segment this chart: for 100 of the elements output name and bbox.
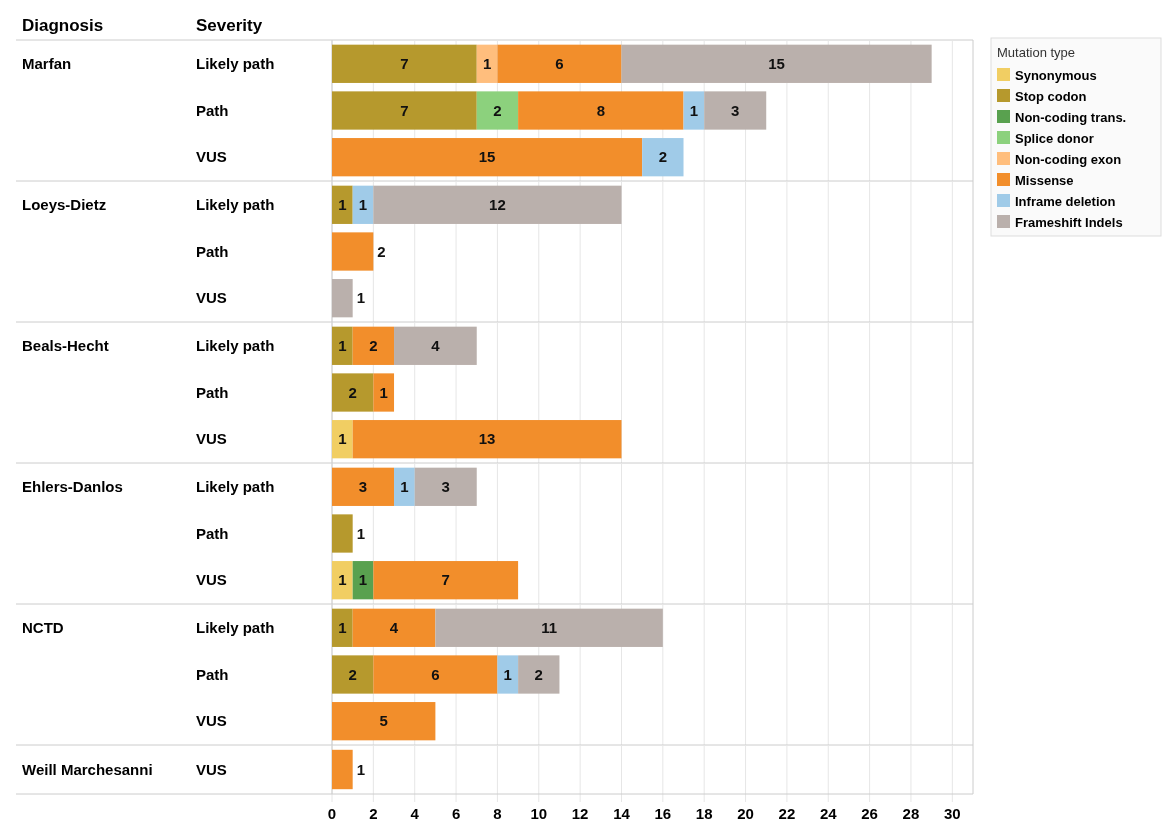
y-tick-label: Likely path: [196, 54, 275, 72]
x-tick-label: 12: [571, 805, 589, 822]
y-tick-label: Path: [196, 101, 229, 119]
bar: [332, 138, 643, 177]
bar: [332, 467, 395, 506]
bar: [332, 655, 374, 694]
bar: [497, 655, 519, 694]
data-label: 15: [768, 54, 785, 72]
data-label: 1: [358, 195, 368, 213]
y-tick-label: VUS: [196, 571, 227, 589]
x-tick-label: 16: [654, 805, 672, 822]
bar: [373, 655, 498, 694]
legend-label: Synonymous: [1015, 68, 1097, 83]
y-tick-label: VUS: [196, 148, 227, 166]
y-tick-label: VUS: [196, 430, 227, 448]
legend-label: Frameshift Indels: [1015, 215, 1123, 230]
y-tick-label: Likely path: [196, 336, 275, 354]
bar: [373, 561, 519, 600]
legend-title: Mutation type: [997, 45, 1076, 60]
data-label: 13: [478, 430, 496, 448]
bar: [683, 91, 705, 130]
bar: [352, 561, 374, 600]
y-axis-title: Ehlers-Danlos: [22, 477, 123, 495]
data-label: 3: [358, 477, 368, 495]
y-tick-label: Likely path: [196, 477, 275, 495]
legend-label: Stop codon: [1015, 89, 1087, 104]
y-tick-label: VUS: [196, 712, 227, 730]
y-tick-label: Path: [196, 524, 229, 542]
bar: [352, 420, 622, 459]
data-label: 2: [369, 336, 378, 354]
text: Severity: [196, 16, 263, 35]
x-tick-label: 14: [613, 805, 631, 822]
bar: [332, 420, 353, 459]
data-label: 2: [658, 148, 668, 166]
data-label: 6: [431, 665, 440, 683]
data-label: 1: [400, 477, 409, 495]
data-label: 2: [348, 665, 357, 683]
y-tick-label: Path: [196, 383, 229, 401]
y-tick-label: Path: [196, 665, 229, 683]
bar: [435, 608, 663, 647]
data-label: 8: [596, 101, 605, 119]
bar: [332, 44, 477, 83]
data-label: 3: [441, 477, 450, 495]
legend-label: Non-coding exon: [1015, 152, 1122, 167]
x-tick-label: 0: [327, 805, 337, 822]
data-label: 1: [338, 618, 347, 636]
data-label: 6: [555, 54, 564, 72]
x-tick-label: 2: [369, 805, 378, 822]
x-tick-label: 4: [410, 805, 420, 822]
x-tick-label: 8: [493, 805, 502, 822]
bar: [332, 514, 353, 553]
y-tick-label: VUS: [196, 289, 227, 307]
data-label: 1: [689, 101, 699, 119]
y-tick-label: VUS: [196, 760, 227, 778]
data-label: 12: [489, 195, 506, 213]
bar: [332, 561, 353, 600]
data-label: 2: [377, 242, 386, 260]
data-label: 1: [356, 289, 366, 307]
y-tick-label: Likely path: [196, 195, 275, 213]
data-label: 7: [441, 571, 450, 589]
data-label: 1: [482, 54, 492, 72]
data-label: 1: [356, 760, 366, 778]
data-label: 7: [400, 101, 409, 119]
x-tick-label: 6: [451, 805, 461, 822]
bar: [332, 326, 353, 365]
data-label: 7: [400, 54, 409, 72]
data-label: 2: [493, 101, 502, 119]
data-label: 1: [356, 524, 366, 542]
bar: [476, 44, 498, 83]
data-label: 3: [731, 101, 740, 119]
bar: [414, 467, 477, 506]
bar: [332, 91, 477, 130]
data-label: 1: [338, 336, 347, 354]
y-axis-title: NCTD: [22, 618, 64, 636]
x-tick-label: 10: [530, 805, 548, 822]
bar: [394, 326, 477, 365]
data-label: 15: [478, 148, 496, 166]
bar: [332, 373, 374, 412]
data-label: 1: [338, 571, 347, 589]
data-label: 5: [379, 712, 388, 730]
x-tick-label: 20: [737, 805, 754, 822]
y-tick-label: Likely path: [196, 618, 275, 636]
data-label: 11: [541, 618, 558, 636]
y-axis-title: Loeys-Dietz: [22, 195, 107, 213]
data-label: 1: [503, 665, 512, 683]
data-label: 2: [348, 383, 357, 401]
bar: [518, 91, 684, 130]
x-tick-label: 22: [778, 805, 796, 822]
bar: [332, 702, 436, 741]
bar: [621, 44, 932, 83]
y-axis-title: Marfan: [22, 54, 72, 72]
text: Diagnosis: [22, 16, 104, 35]
bar: [352, 608, 436, 647]
data-label: 2: [534, 665, 543, 683]
bar: [394, 467, 415, 506]
data-label: 1: [338, 195, 347, 213]
x-tick-label: 18: [695, 805, 713, 822]
bar: [518, 655, 560, 694]
bar: [476, 91, 519, 130]
bar: [373, 373, 395, 412]
